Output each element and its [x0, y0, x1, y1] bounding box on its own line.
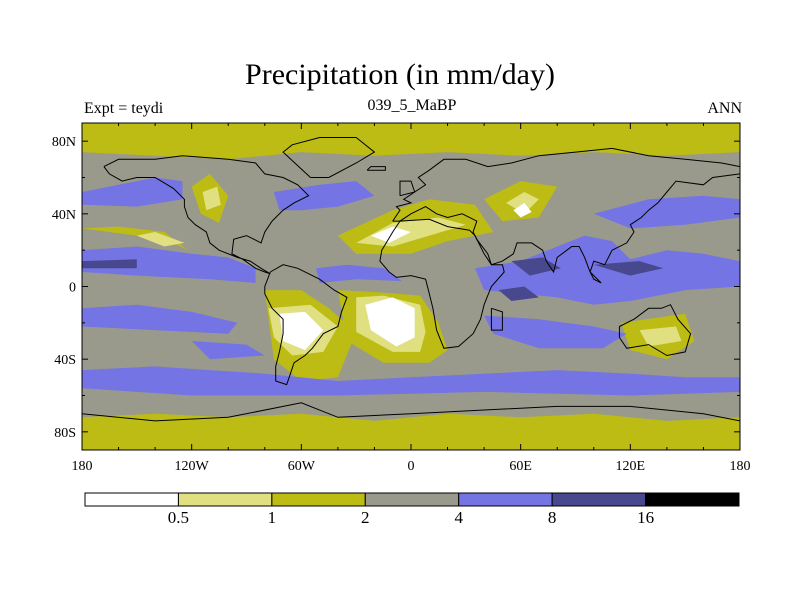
colorbar-bin-darkblue: [551, 492, 647, 507]
coastlines: [82, 137, 740, 422]
colorbar-bin-olive: [271, 492, 366, 507]
y-tick-label: 40N: [52, 208, 76, 223]
axes: 180 120W 60W 0 60E 120E 180 80N 40N 0 40S 80S: [52, 123, 751, 474]
precip-region-blue: [82, 366, 740, 396]
colorbar-bin-white: [84, 492, 179, 507]
chart-title: Precipitation (in mm/day): [245, 58, 555, 91]
colorbar-bin-blue: [458, 492, 553, 507]
period-label: 039_5_MaBP: [367, 97, 457, 114]
colorbar-label: 16: [637, 508, 654, 527]
coastline: [264, 264, 348, 386]
precip-region-blue: [82, 177, 183, 207]
coastline: [399, 180, 416, 197]
colorbar: 0.5 1 2 4 8 16: [84, 492, 740, 527]
precip-region-darkblue: [511, 257, 561, 276]
precip-region-blue: [593, 195, 740, 229]
precip-region-lightyellow: [506, 192, 539, 214]
season-label: ANN: [707, 100, 742, 117]
x-tick-label: 0: [408, 459, 415, 474]
coastline: [103, 155, 310, 275]
coastline: [618, 304, 692, 357]
precip-region-white: [279, 311, 324, 351]
x-tick-label: 120W: [175, 459, 210, 474]
map-field: [82, 123, 740, 450]
precip-region-blue: [316, 264, 402, 283]
coastline: [366, 166, 386, 171]
y-tick-label: 40S: [54, 353, 76, 368]
precip-region-blue: [82, 381, 101, 389]
x-tick-label: 180: [730, 459, 751, 474]
precip-region-darkblue: [593, 261, 664, 276]
precip-region-blue: [82, 304, 238, 334]
colorbar-label: 8: [548, 508, 557, 527]
precip-region-lightyellow: [202, 186, 221, 211]
coastline: [490, 307, 503, 331]
precip-region-blue: [484, 315, 627, 349]
precip-region-lightyellow: [639, 326, 682, 347]
coastline: [282, 137, 376, 178]
experiment-label: Expt = teydi: [84, 100, 164, 117]
colorbar-label: 0.5: [168, 508, 189, 527]
precip-region-white: [513, 202, 532, 218]
x-tick-label: 60W: [288, 459, 316, 474]
y-tick-label: 80N: [52, 135, 76, 150]
colorbar-label: 4: [454, 508, 463, 527]
colorbar-label: 2: [361, 508, 370, 527]
x-tick-label: 120E: [616, 459, 646, 474]
colorbar-label: 1: [268, 508, 277, 527]
colorbar-bin-black: [645, 492, 740, 507]
coastline: [379, 218, 505, 349]
precip-region-blue: [82, 246, 256, 283]
x-tick-label: 60E: [509, 459, 532, 474]
y-tick-label: 0: [69, 281, 76, 296]
precip-region-blue: [273, 181, 375, 211]
colorbar-bin-lightyellow: [177, 492, 273, 507]
coastline: [392, 147, 740, 284]
precip-region-blue: [191, 341, 265, 360]
precip-region-darkblue: [498, 286, 539, 301]
precip-region-blue: [475, 235, 740, 305]
coastline: [82, 402, 740, 422]
precip-region-white: [365, 297, 415, 347]
precip-region-lightyellow: [136, 232, 185, 247]
precip-region-olive: [82, 226, 188, 251]
colorbar-bin-gray: [364, 492, 460, 507]
x-tick-label: 180: [72, 459, 93, 474]
y-tick-label: 80S: [54, 426, 76, 441]
precip-region-darkblue: [82, 259, 137, 269]
